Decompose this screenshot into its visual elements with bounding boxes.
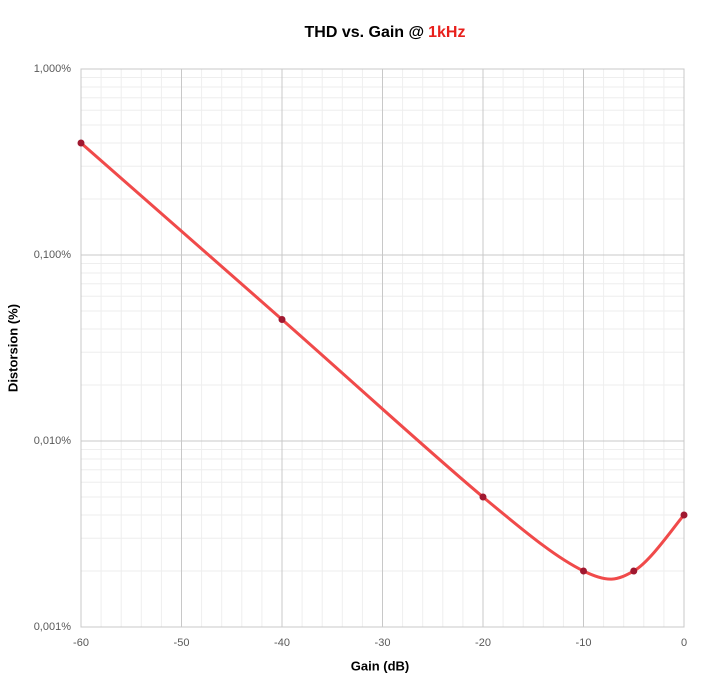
y-tick-label: 0,010% — [34, 435, 72, 447]
x-tick-label: -40 — [274, 637, 290, 649]
chart-title: THD vs. Gain @ — [305, 24, 425, 41]
data-point — [680, 511, 688, 519]
x-tick-label: -30 — [375, 637, 391, 649]
y-tick-label: 0,100% — [34, 249, 72, 261]
data-point — [278, 316, 286, 324]
chart-title-highlight: 1kHz — [428, 24, 465, 41]
y-axis-title: Distorsion (%) — [5, 304, 20, 392]
x-tick-label: -50 — [174, 637, 190, 649]
x-tick-label: -60 — [73, 637, 89, 649]
chart-title-wrap: THD vs. Gain @1kHz — [305, 24, 466, 41]
x-tick-label: -20 — [475, 637, 491, 649]
plot-border — [80, 68, 685, 628]
data-point — [479, 493, 487, 501]
y-tick-label: 1,000% — [34, 63, 72, 75]
y-tick-label: 0,001% — [34, 621, 72, 633]
x-axis-title: Gain (dB) — [351, 658, 410, 673]
data-point — [580, 567, 587, 575]
data-point — [630, 567, 638, 575]
data-point — [77, 139, 85, 147]
x-tick-label: 0 — [681, 637, 687, 649]
x-tick-label: -10 — [576, 637, 592, 649]
